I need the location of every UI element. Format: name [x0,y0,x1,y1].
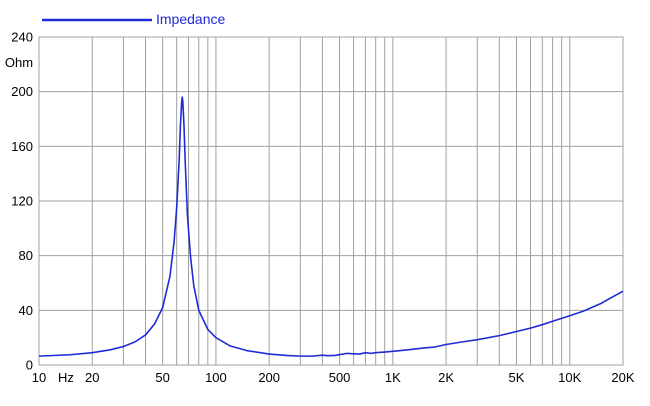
plot-frame [38,36,624,366]
y-axis-unit-label: Ohm [5,55,33,70]
y-tick-labels: 0 40 80 120 160 200 240 [11,30,33,373]
x-tick-label: 2K [438,370,454,385]
y-tick-label: 0 [26,358,33,373]
y-tick-label: 120 [11,194,33,209]
legend-label: Impedance [156,11,225,27]
x-axis-unit-label: Hz [58,370,74,385]
x-tick-label: 10K [558,370,581,385]
x-tick-label: 50 [155,370,169,385]
y-tick-label: 160 [11,139,33,154]
x-tick-label: 20K [611,370,634,385]
grid [38,36,624,366]
y-tick-label: 240 [11,30,33,45]
x-tick-label: 20 [85,370,99,385]
x-tick-label: 10 [32,370,46,385]
legend: Impedance [42,11,225,27]
series-layer [38,96,624,357]
x-tick-label: 500 [329,370,351,385]
x-tick-label: 5K [509,370,525,385]
x-tick-label: 100 [205,370,227,385]
x-tick-label: 200 [258,370,280,385]
impedance-curve [38,96,624,357]
y-tick-label: 200 [11,84,33,99]
x-tick-labels: 10 20 50 100 200 500 1K 2K 5K 10K 20K [32,370,635,385]
y-tick-label: 40 [19,303,33,318]
y-tick-label: 80 [19,248,33,263]
x-tick-label: 1K [385,370,401,385]
